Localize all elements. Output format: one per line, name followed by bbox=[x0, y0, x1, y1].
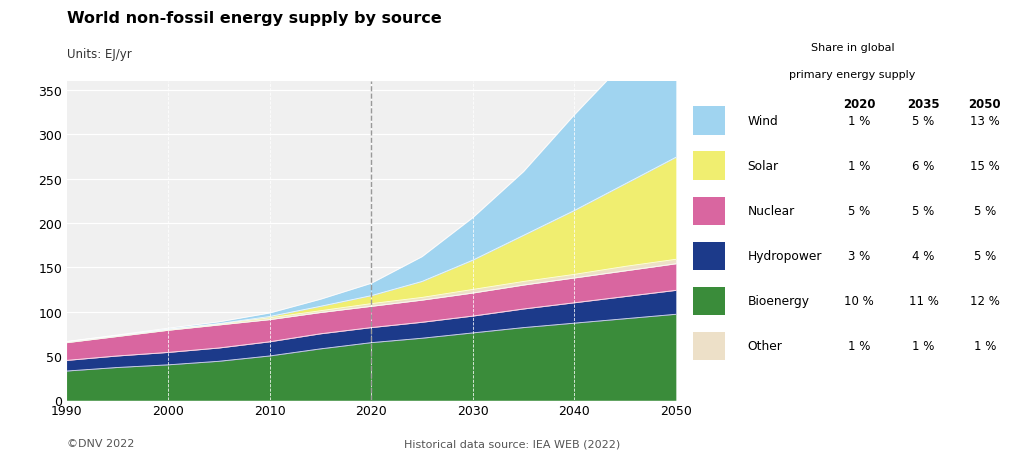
FancyBboxPatch shape bbox=[693, 152, 725, 180]
Text: Hydropower: Hydropower bbox=[748, 250, 822, 263]
Text: Units: EJ/yr: Units: EJ/yr bbox=[67, 48, 131, 61]
Text: 5 %: 5 % bbox=[912, 205, 935, 217]
Text: Wind: Wind bbox=[748, 115, 778, 128]
Text: Bioenergy: Bioenergy bbox=[748, 295, 810, 308]
Text: 5 %: 5 % bbox=[848, 205, 870, 217]
Text: 4 %: 4 % bbox=[912, 250, 935, 263]
Text: 10 %: 10 % bbox=[844, 295, 873, 308]
Text: 2020: 2020 bbox=[843, 98, 876, 111]
FancyBboxPatch shape bbox=[693, 197, 725, 225]
Text: 11 %: 11 % bbox=[908, 295, 938, 308]
Text: 2035: 2035 bbox=[907, 98, 940, 111]
Text: 1 %: 1 % bbox=[848, 115, 870, 128]
FancyBboxPatch shape bbox=[693, 332, 725, 360]
Text: Nuclear: Nuclear bbox=[748, 205, 795, 217]
Text: 1 %: 1 % bbox=[912, 340, 935, 353]
Text: primary energy supply: primary energy supply bbox=[790, 71, 915, 81]
Text: Other: Other bbox=[748, 340, 782, 353]
FancyBboxPatch shape bbox=[693, 107, 725, 135]
Text: Historical data source: IEA WEB (2022): Historical data source: IEA WEB (2022) bbox=[403, 438, 621, 448]
Text: 13 %: 13 % bbox=[970, 115, 999, 128]
Text: 5 %: 5 % bbox=[974, 250, 996, 263]
FancyBboxPatch shape bbox=[693, 287, 725, 315]
Text: 1 %: 1 % bbox=[848, 160, 870, 173]
Text: ©DNV 2022: ©DNV 2022 bbox=[67, 438, 134, 448]
Text: Share in global: Share in global bbox=[811, 43, 894, 53]
Text: 5 %: 5 % bbox=[912, 115, 935, 128]
Text: 5 %: 5 % bbox=[974, 205, 996, 217]
Text: 6 %: 6 % bbox=[912, 160, 935, 173]
FancyBboxPatch shape bbox=[693, 242, 725, 270]
Text: 15 %: 15 % bbox=[970, 160, 999, 173]
Text: World non-fossil energy supply by source: World non-fossil energy supply by source bbox=[67, 11, 441, 26]
Text: Solar: Solar bbox=[748, 160, 779, 173]
Text: 2050: 2050 bbox=[969, 98, 1001, 111]
Text: 1 %: 1 % bbox=[848, 340, 870, 353]
Text: 3 %: 3 % bbox=[848, 250, 870, 263]
Text: 1 %: 1 % bbox=[974, 340, 996, 353]
Text: 12 %: 12 % bbox=[970, 295, 999, 308]
